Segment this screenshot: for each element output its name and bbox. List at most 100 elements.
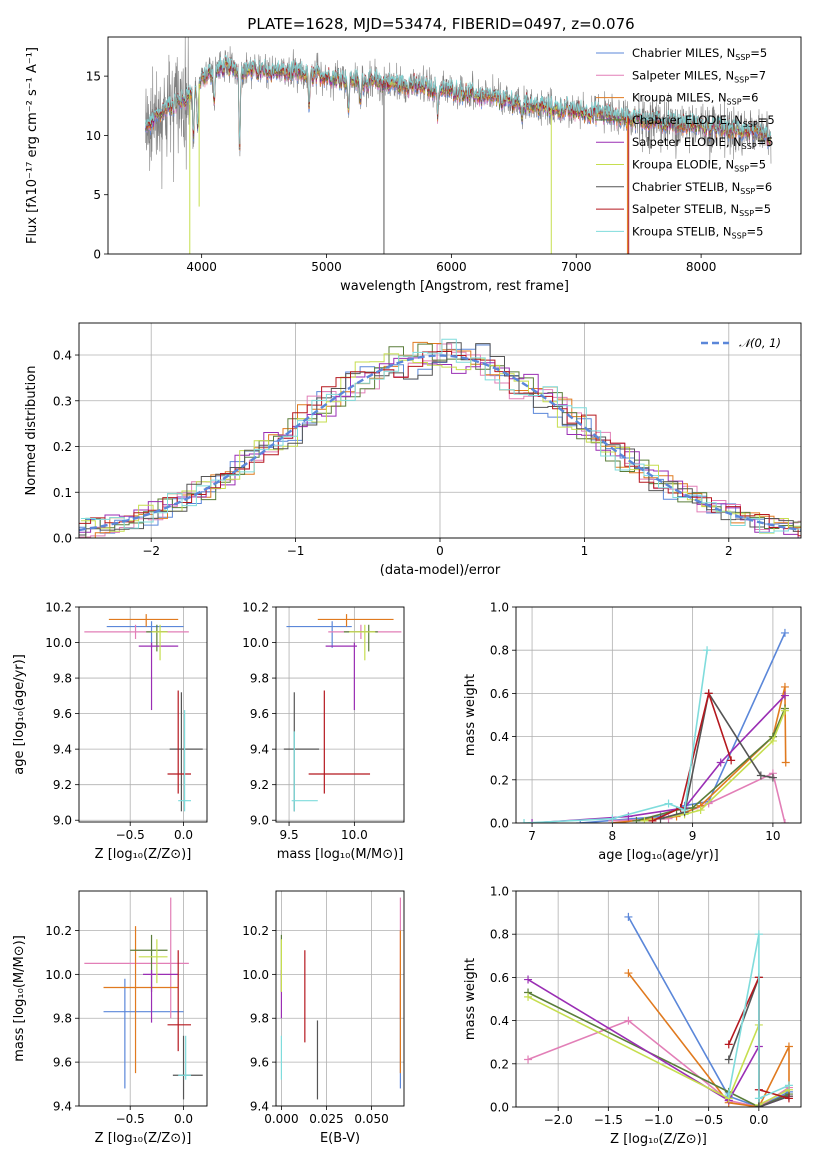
mass_weight_vs_Z-ytick-label-3: 0.6 xyxy=(490,971,509,985)
legend-label-sub: SSP xyxy=(735,53,750,62)
spectrum-xtick-label-3: 7000 xyxy=(561,260,592,274)
residuals-ytick-label-3: 0.3 xyxy=(53,394,72,408)
age_vs_Z-ylabel: age [log₁₀(age/yr)] xyxy=(12,654,27,775)
age_vs_Z-xtick-label-0: −0.5 xyxy=(116,828,145,842)
mass-weight-marker-salpeter_stelib xyxy=(784,1094,793,1103)
mass-weight-marker-salpeter_stelib xyxy=(648,816,657,823)
legend-label-rest: =5 xyxy=(757,135,774,149)
mass_weight_vs_Z-xlabel: Z [log₁₀(Z/Z⊙)] xyxy=(610,1132,707,1147)
mass_weight_vs_age-ytick-label-0: 0.0 xyxy=(490,817,509,831)
mass_weight_vs_age-xtick-label-3: 10 xyxy=(765,829,780,843)
mass-weight-marker-salpeter_miles xyxy=(624,1016,633,1025)
age_vs_Z-ytick-label-6: 10.2 xyxy=(45,601,72,615)
age_vs_mass-panel: 9.5 10.0 9.0 9.2 9.4 9.6 9.8 10.0 10.2 mass [log₁… xyxy=(242,601,405,862)
mass-weight-marker-chabrier_miles xyxy=(624,912,633,921)
mass-weight-marker-kroupa_stelib xyxy=(664,799,673,808)
mass-weight-marker-kroupa_miles xyxy=(784,1042,793,1051)
spectrum-ytick-label-0: 0 xyxy=(93,248,101,262)
mass-weight-marker-salpeter_elodie xyxy=(524,975,533,984)
legend-label-kroupa_elodie: Kroupa ELODIE, NSSP=5 xyxy=(632,158,766,174)
legend-label-main: Kroupa STELIB, N xyxy=(632,224,732,238)
mass_weight_vs_Z-ytick-label-0: 0.0 xyxy=(490,1101,509,1115)
age_vs_mass-xlabel: mass [log₁₀(M/M⊙)] xyxy=(277,847,404,862)
mass_weight_vs_Z-panel: −2.0 −1.5 −1.0 −0.5 0.0 0.0 0.2 0.4 0.6 0.8 1.0 Z [… xyxy=(463,885,802,1147)
mass_weight_vs_age-panel: 7 8 9 10 0.0 0.2 0.4 0.6 0.8 1.0 age [log₁₀(age/yr… xyxy=(463,601,802,863)
mass-weight-marker-chabrier_stelib xyxy=(754,1103,763,1107)
mass_weight_vs_age-ytick-label-1: 0.2 xyxy=(490,773,509,787)
legend-label-main: Kroupa ELODIE, N xyxy=(632,158,734,172)
mass_weight_vs_age-xtick-label-0: 7 xyxy=(528,829,536,843)
legend-label-rest: =5 xyxy=(750,46,767,60)
mass_weight_vs_age-plot-area xyxy=(520,628,790,823)
histogram-kroupa_elodie xyxy=(80,353,801,534)
spectrum-xtick-label-1: 5000 xyxy=(311,260,342,274)
spectrum-ylabel: Flux [fλ10⁻¹⁷ erg cm⁻² s⁻¹ A⁻¹] xyxy=(25,47,40,244)
residuals-ylabel: Normed distribution xyxy=(24,366,39,496)
residuals-xtick-label-2: 0 xyxy=(436,544,444,558)
mass_vs_ebv-panel: 0.000 0.025 0.050 9.4 9.6 9.8 10.0 10.2 E(B-V) xyxy=(242,890,405,1146)
mass-weight-marker-kroupa_stelib xyxy=(680,806,689,815)
legend-label-sub: SSP xyxy=(743,120,758,129)
age_vs_mass-ytick-label-5: 10.0 xyxy=(242,636,269,650)
mass-weight-line-chabrier_elodie xyxy=(527,991,790,1107)
legend-label-sub: SSP xyxy=(739,209,754,218)
mass_vs_Z-ytick-label-1: 9.6 xyxy=(53,1056,72,1070)
mass-weight-marker-kroupa_elodie xyxy=(696,806,705,815)
mass-weight-line-kroupa_stelib xyxy=(727,934,790,1100)
spectrum-xtick-label-0: 4000 xyxy=(186,260,217,274)
age_vs_mass-ytick-label-6: 10.2 xyxy=(242,601,269,615)
mass-weight-marker-kroupa_miles xyxy=(780,682,789,691)
residuals-ytick-label-0: 0.0 xyxy=(53,532,72,546)
mass-weight-marker-kroupa_stelib xyxy=(608,814,617,823)
legend-label-kroupa_stelib: Kroupa STELIB, NSSP=5 xyxy=(632,224,763,240)
mass_vs_ebv-xtick-label-1: 0.025 xyxy=(309,1112,343,1126)
mass_weight_vs_Z-xtick-label-2: −1.0 xyxy=(644,1113,673,1127)
mass_weight_vs_Z-ytick-label-5: 1.0 xyxy=(490,885,509,899)
age_vs_mass-ytick-label-4: 9.8 xyxy=(250,672,269,686)
mass_vs_Z-xtick-label-1: 0.0 xyxy=(174,1112,193,1126)
mass_weight_vs_Z-ytick-label-4: 0.8 xyxy=(490,928,509,942)
mass-weight-marker-kroupa_miles xyxy=(781,758,790,767)
legend-label-sub: SSP xyxy=(732,231,747,240)
mass_vs_ebv-plot-area xyxy=(280,897,401,1100)
residuals-ytick-label-4: 0.4 xyxy=(53,349,72,363)
spectrum-ytick-label-3: 15 xyxy=(86,70,101,84)
mass-weight-marker-salpeter_stelib xyxy=(704,689,713,698)
mass_weight_vs_Z-xtick-label-0: −2.0 xyxy=(544,1113,573,1127)
legend-label-chabrier_elodie: Chabrier ELODIE, NSSP=5 xyxy=(632,113,775,129)
mass_vs_Z-frame xyxy=(78,890,208,1107)
mass-weight-marker-chabrier_miles xyxy=(780,628,789,637)
spectrum-frame xyxy=(107,36,802,255)
mass-weight-line-chabrier_miles xyxy=(627,916,790,1107)
age_vs_mass-ytick-label-3: 9.6 xyxy=(250,707,269,721)
spectrum-xtick-label-4: 8000 xyxy=(686,260,717,274)
legend-label-salpeter_elodie: Salpeter ELODIE, NSSP=5 xyxy=(632,135,774,151)
mass-weight-marker-kroupa_stelib xyxy=(754,1094,763,1103)
mass_weight_vs_age-ytick-label-5: 1.0 xyxy=(490,601,509,615)
legend-label-main: Salpeter STELIB, N xyxy=(632,202,739,216)
mass_weight_vs_age-frame xyxy=(515,606,802,824)
mass-weight-marker-kroupa_stelib xyxy=(703,646,712,655)
mass_weight_vs_age-xtick-label-2: 9 xyxy=(689,829,697,843)
mass_vs_ebv-xtick-label-0: 0.000 xyxy=(264,1112,298,1126)
legend-label-sub: SSP xyxy=(742,142,757,151)
legend-label-rest: =7 xyxy=(749,68,766,82)
residuals-xtick-label-4: 2 xyxy=(725,544,733,558)
mass_vs_Z-ylabel: mass [log₁₀(M/M⊙)] xyxy=(12,935,27,1062)
spectrum-plot-area xyxy=(145,37,772,254)
legend-label-main: Salpeter ELODIE, N xyxy=(632,135,742,149)
age_vs_Z-ytick-label-1: 9.2 xyxy=(53,778,72,792)
legend-label-sub: SSP xyxy=(727,98,742,107)
age_vs_Z-ytick-label-5: 10.0 xyxy=(45,636,72,650)
residuals-xtick-label-1: −1 xyxy=(287,544,305,558)
mass_weight_vs_age-xtick-label-1: 8 xyxy=(609,829,617,843)
mass-weight-marker-chabrier_stelib xyxy=(756,771,765,780)
spectrum-ytick-label-1: 5 xyxy=(93,188,101,202)
age_vs_mass-frame xyxy=(275,606,405,823)
model-spectrum-kroupa_stelib xyxy=(145,54,772,145)
legend-label-rest: =6 xyxy=(742,91,759,105)
mass_weight_vs_Z-ytick-label-2: 0.4 xyxy=(490,1014,509,1028)
legend-label-chabrier_stelib: Chabrier STELIB, NSSP=6 xyxy=(632,180,772,196)
residuals-plot-area xyxy=(79,338,801,538)
mass_weight_vs_age-ylabel: mass weight xyxy=(463,674,478,756)
